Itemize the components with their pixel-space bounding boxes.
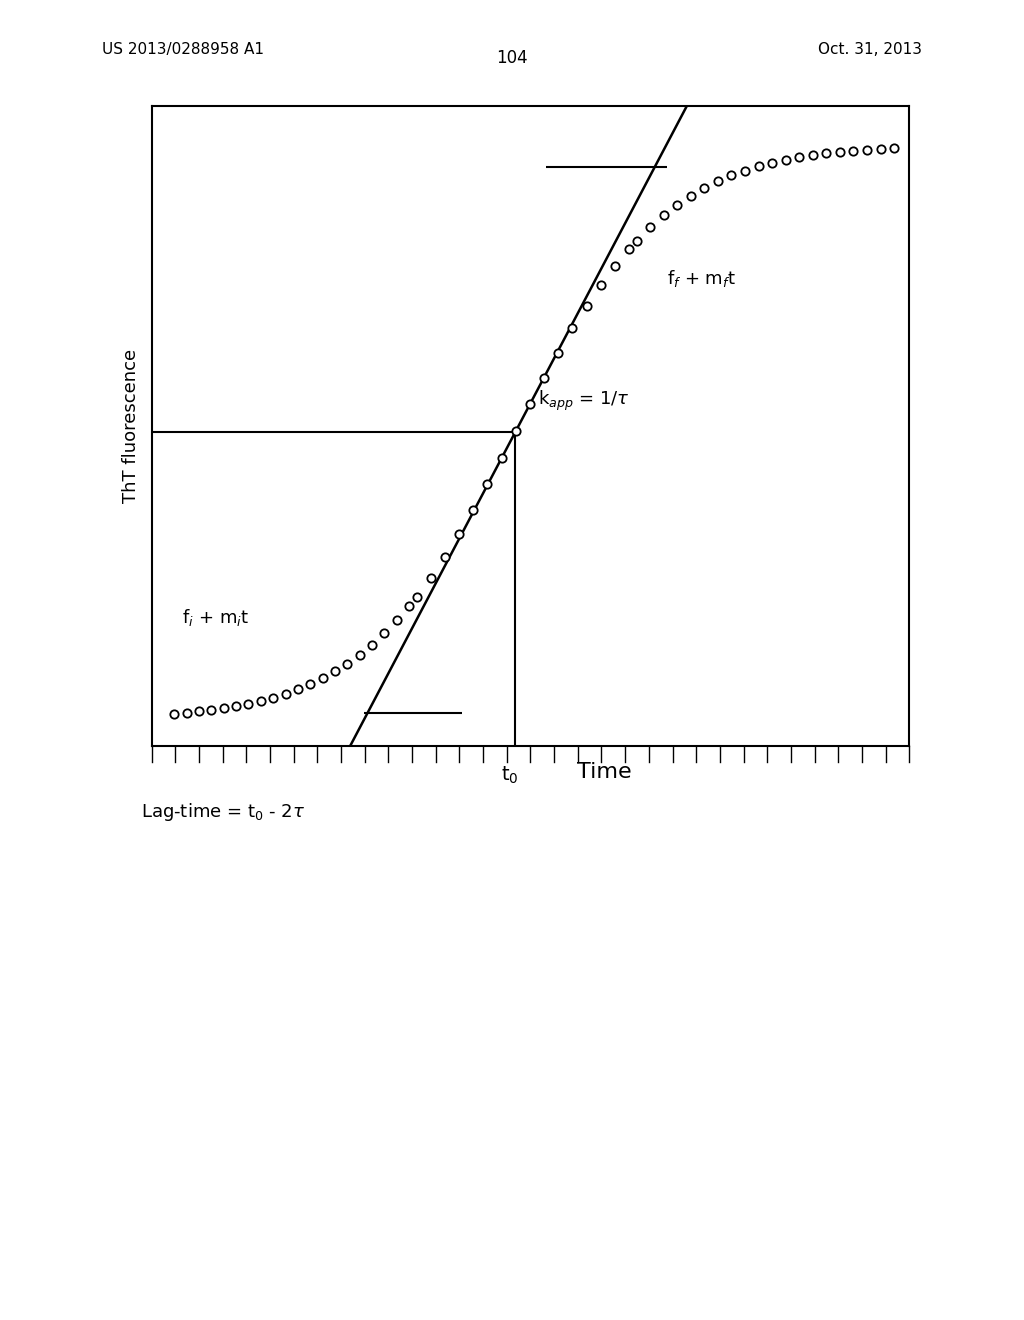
- Y-axis label: ThT fluorescence: ThT fluorescence: [123, 348, 140, 503]
- Text: f$_f$ + m$_f$t: f$_f$ + m$_f$t: [667, 268, 736, 289]
- Text: Time: Time: [577, 762, 632, 781]
- Text: k$_{app}$ = 1/$\tau$: k$_{app}$ = 1/$\tau$: [538, 388, 630, 413]
- Text: Lag-time = t$_0$ - 2$\tau$: Lag-time = t$_0$ - 2$\tau$: [141, 801, 305, 824]
- Text: US 2013/0288958 A1: US 2013/0288958 A1: [102, 42, 264, 57]
- Text: t$_0$: t$_0$: [502, 764, 519, 785]
- Text: Oct. 31, 2013: Oct. 31, 2013: [817, 42, 922, 57]
- Text: f$_i$ + m$_i$t: f$_i$ + m$_i$t: [182, 607, 249, 628]
- Text: 104: 104: [497, 49, 527, 67]
